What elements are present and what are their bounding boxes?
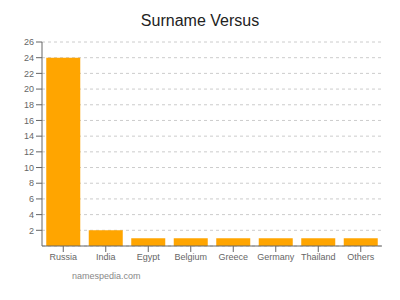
svg-text:4: 4 — [29, 210, 34, 220]
svg-text:14: 14 — [24, 131, 34, 141]
svg-text:24: 24 — [24, 53, 34, 63]
svg-text:6: 6 — [29, 194, 34, 204]
svg-text:22: 22 — [24, 69, 34, 79]
svg-text:16: 16 — [24, 116, 34, 126]
svg-text:Russia: Russia — [49, 252, 77, 262]
svg-text:Egypt: Egypt — [137, 252, 161, 262]
svg-text:Greece: Greece — [218, 252, 248, 262]
svg-text:Others: Others — [347, 252, 375, 262]
svg-text:18: 18 — [24, 100, 34, 110]
svg-text:10: 10 — [24, 163, 34, 173]
svg-text:Thailand: Thailand — [301, 252, 336, 262]
svg-text:2: 2 — [29, 226, 34, 236]
svg-text:Belgium: Belgium — [174, 252, 207, 262]
svg-text:20: 20 — [24, 84, 34, 94]
svg-text:India: India — [96, 252, 116, 262]
svg-text:8: 8 — [29, 178, 34, 188]
svg-text:26: 26 — [24, 37, 34, 47]
html-text:namespedia.com: namespedia.com — [72, 271, 141, 281]
svg-text:12: 12 — [24, 147, 34, 157]
html-text:Surname Versus: Surname Versus — [140, 12, 260, 29]
svg-text:Germany: Germany — [257, 252, 295, 262]
